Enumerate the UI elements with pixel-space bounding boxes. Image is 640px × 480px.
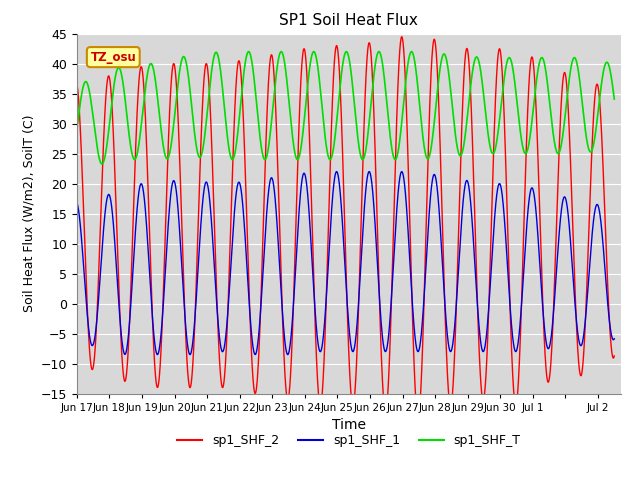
- sp1_SHF_2: [472, 235, 479, 241]
- sp1_SHF_2: [414, 415, 422, 420]
- sp1_SHF_1: [472, 270, 479, 276]
- sp1_SHF_2: [398, 34, 406, 40]
- sp1_SHF_1: [73, 200, 81, 205]
- sp1_SHF_2: [73, 81, 81, 86]
- Line: sp1_SHF_2: sp1_SHF_2: [77, 37, 614, 418]
- X-axis label: Time: Time: [332, 418, 366, 432]
- sp1_SHF_2: [268, 52, 275, 58]
- sp1_SHF_1: [415, 348, 422, 354]
- sp1_SHF_T: [98, 161, 106, 167]
- sp1_SHF_T: [100, 158, 108, 164]
- sp1_SHF_T: [268, 119, 275, 125]
- sp1_SHF_1: [100, 224, 108, 229]
- sp1_SHF_1: [365, 169, 373, 175]
- sp1_SHF_2: [415, 414, 422, 420]
- sp1_SHF_1: [268, 175, 275, 180]
- Y-axis label: Soil Heat Flux (W/m2), SoilT (C): Soil Heat Flux (W/m2), SoilT (C): [22, 115, 35, 312]
- sp1_SHF_T: [391, 156, 399, 162]
- Line: sp1_SHF_1: sp1_SHF_1: [77, 172, 614, 355]
- sp1_SHF_T: [277, 49, 285, 55]
- sp1_SHF_T: [472, 55, 479, 61]
- sp1_SHF_2: [500, 111, 508, 117]
- sp1_SHF_T: [415, 90, 422, 96]
- sp1_SHF_2: [391, 179, 399, 184]
- Line: sp1_SHF_T: sp1_SHF_T: [77, 52, 614, 164]
- sp1_SHF_1: [284, 352, 292, 358]
- sp1_SHF_2: [100, 132, 108, 138]
- Text: TZ_osu: TZ_osu: [90, 50, 136, 63]
- sp1_SHF_2: [611, 353, 618, 359]
- sp1_SHF_1: [391, 235, 399, 241]
- sp1_SHF_T: [73, 127, 81, 133]
- sp1_SHF_T: [500, 76, 508, 82]
- sp1_SHF_1: [611, 336, 618, 342]
- Legend: sp1_SHF_2, sp1_SHF_1, sp1_SHF_T: sp1_SHF_2, sp1_SHF_1, sp1_SHF_T: [172, 429, 525, 452]
- sp1_SHF_T: [611, 96, 618, 102]
- sp1_SHF_1: [500, 212, 508, 218]
- Title: SP1 Soil Heat Flux: SP1 Soil Heat Flux: [280, 13, 418, 28]
